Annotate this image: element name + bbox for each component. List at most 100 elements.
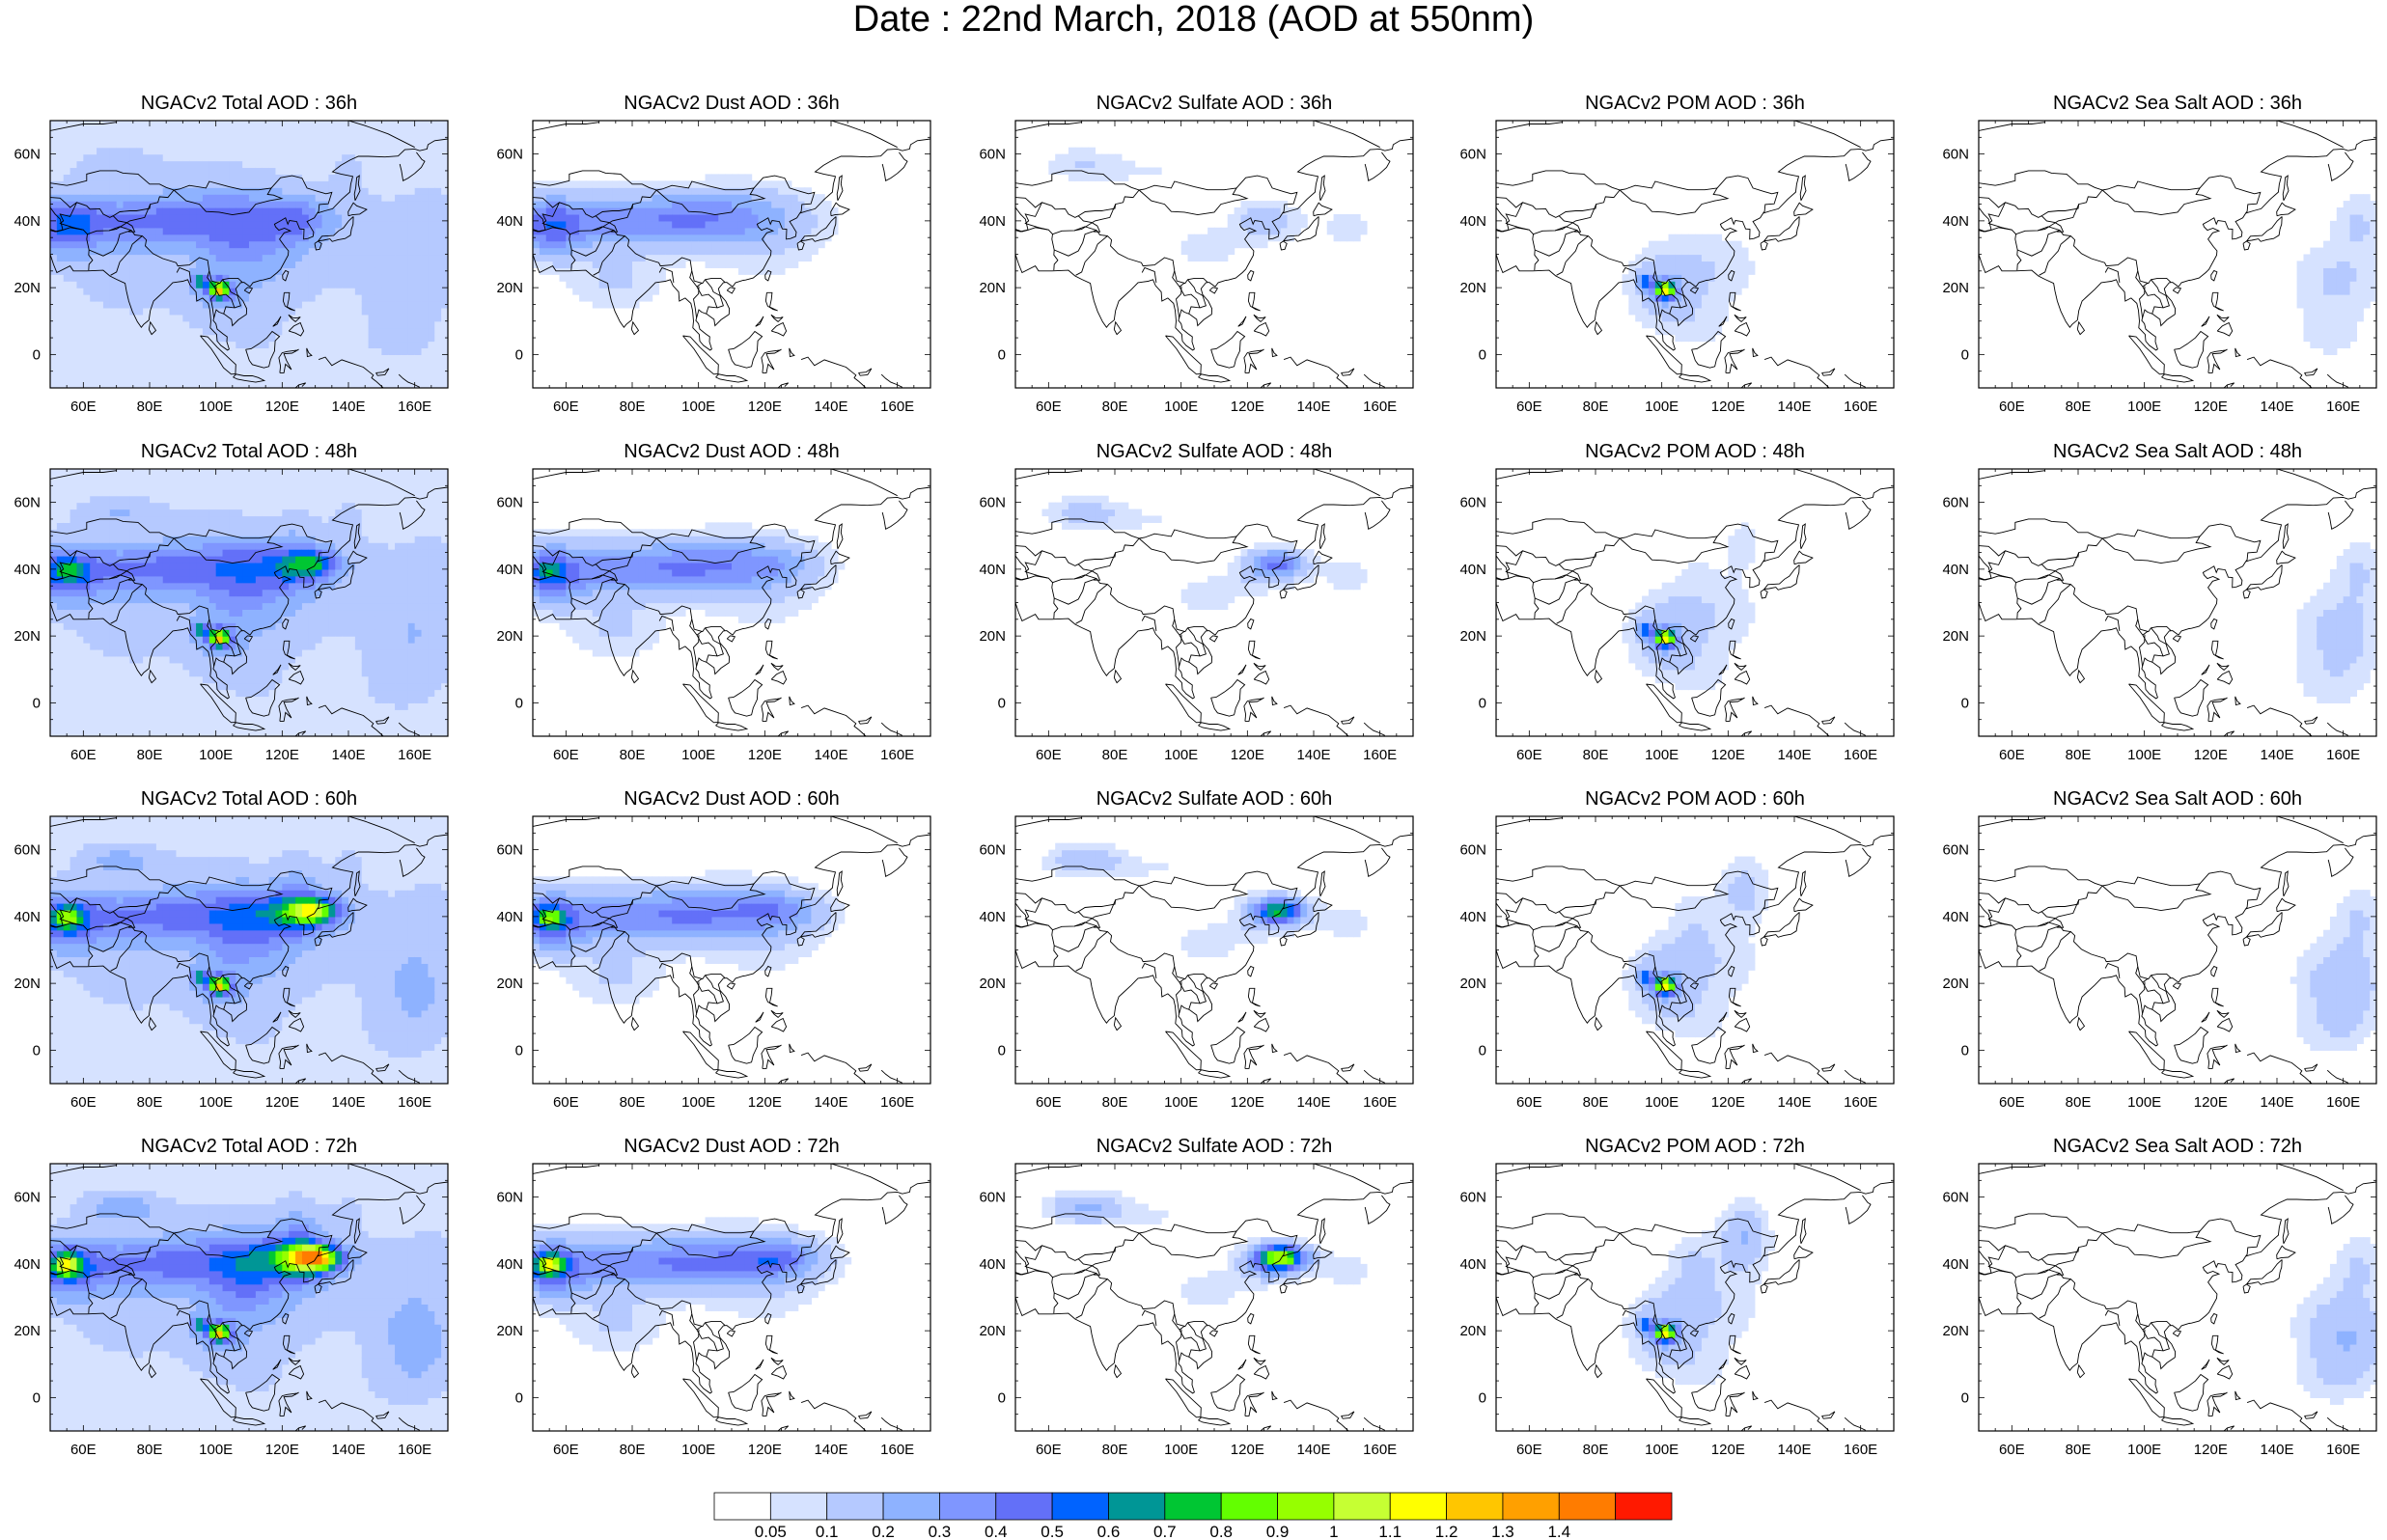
lat-tick-label: 40N bbox=[1459, 562, 1486, 578]
lat-tick-label: 60N bbox=[1942, 495, 1969, 511]
figure-title: Date : 22nd March, 2018 (AOD at 550nm) bbox=[852, 0, 1535, 40]
coastlines bbox=[1979, 816, 2376, 1084]
colorbar-swatch bbox=[1333, 1492, 1391, 1521]
lon-tick-label: 140E bbox=[331, 1094, 365, 1111]
coastlines bbox=[50, 121, 448, 388]
lat-tick-label: 20N bbox=[14, 280, 41, 296]
lon-tick-label: 120E bbox=[1231, 747, 1264, 763]
panel-title: NGACv2 Sulfate AOD : 36h bbox=[1096, 93, 1333, 114]
lon-tick-label: 120E bbox=[1711, 747, 1745, 763]
lat-tick-label: 20N bbox=[14, 976, 41, 992]
panel-title: NGACv2 Total AOD : 48h bbox=[141, 441, 357, 462]
lon-tick-label: 160E bbox=[2326, 399, 2360, 415]
lat-tick-label: 0 bbox=[33, 1042, 41, 1059]
panel-title: NGACv2 POM AOD : 36h bbox=[1585, 93, 1805, 114]
colorbar-label: 1 bbox=[1329, 1523, 1338, 1540]
lon-tick-label: 140E bbox=[331, 399, 365, 415]
lon-tick-label: 100E bbox=[2127, 1094, 2161, 1111]
panel-title: NGACv2 Sulfate AOD : 72h bbox=[1096, 1136, 1333, 1157]
lon-tick-label: 60E bbox=[70, 747, 97, 763]
panel-title: NGACv2 Sulfate AOD : 48h bbox=[1096, 441, 1333, 462]
lat-tick-label: 40N bbox=[1942, 213, 1969, 230]
aod-field bbox=[1622, 856, 1769, 1038]
map-panel: NGACv2 Sulfate AOD : 60h 60E 80E 100E 120E 14… bbox=[979, 788, 1414, 1111]
lon-tick-label: 160E bbox=[398, 1442, 431, 1458]
lat-tick-label: 60N bbox=[496, 147, 523, 163]
lon-tick-label: 120E bbox=[1231, 399, 1264, 415]
map-panel: NGACv2 Sulfate AOD : 72h 60E 80E 100E 120E 14… bbox=[979, 1136, 1414, 1458]
map-panel: NGACv2 Sulfate AOD : 48h 60E 80E 100E 120E 14… bbox=[979, 441, 1414, 763]
lon-tick-label: 80E bbox=[1102, 1442, 1128, 1458]
lat-tick-label: 20N bbox=[979, 976, 1006, 992]
lon-tick-label: 120E bbox=[1231, 1094, 1264, 1111]
lat-tick-label: 20N bbox=[1459, 1323, 1486, 1339]
lat-tick-label: 60N bbox=[1459, 147, 1486, 163]
colorbar-swatch bbox=[1389, 1492, 1447, 1521]
coastlines bbox=[1979, 1164, 2376, 1431]
colorbar-swatch bbox=[1051, 1492, 1109, 1521]
colorbar-label: 0.4 bbox=[985, 1523, 1008, 1540]
colorbar-label: 0.7 bbox=[1153, 1523, 1177, 1540]
colorbar-label: 0.05 bbox=[755, 1523, 787, 1540]
lon-tick-label: 120E bbox=[748, 747, 782, 763]
colorbar-swatch bbox=[1615, 1492, 1673, 1521]
lat-tick-label: 20N bbox=[14, 1323, 41, 1339]
lat-tick-label: 60N bbox=[14, 1190, 41, 1206]
aod-field bbox=[533, 174, 839, 309]
lon-tick-label: 60E bbox=[553, 1094, 579, 1111]
map-panel: NGACv2 Sea Salt AOD : 48h 60E 80E 100E 120E 1… bbox=[1942, 441, 2377, 763]
lon-tick-label: 60E bbox=[1516, 1094, 1542, 1111]
lon-tick-label: 60E bbox=[1516, 747, 1542, 763]
lon-tick-label: 80E bbox=[620, 399, 646, 415]
lat-tick-label: 40N bbox=[979, 562, 1006, 578]
lat-tick-label: 20N bbox=[1459, 628, 1486, 645]
coastlines bbox=[50, 469, 448, 736]
lat-tick-label: 0 bbox=[998, 1389, 1006, 1406]
panel-title: NGACv2 Dust AOD : 36h bbox=[624, 93, 839, 114]
lon-tick-label: 60E bbox=[1036, 399, 1062, 415]
lat-tick-label: 60N bbox=[1459, 1190, 1486, 1206]
lon-tick-label: 160E bbox=[1844, 1094, 1877, 1111]
lat-tick-label: 40N bbox=[1942, 1256, 1969, 1273]
lon-tick-label: 160E bbox=[880, 1094, 914, 1111]
colorbar-label: 0.9 bbox=[1266, 1523, 1290, 1540]
lat-tick-label: 40N bbox=[1942, 562, 1969, 578]
lat-tick-label: 60N bbox=[14, 842, 41, 859]
lon-tick-label: 160E bbox=[1363, 1442, 1397, 1458]
map-panel: NGACv2 Sea Salt AOD : 60h 60E 80E 100E 120E 1… bbox=[1942, 788, 2377, 1111]
lat-tick-label: 40N bbox=[1459, 1256, 1486, 1273]
coastlines bbox=[1979, 469, 2376, 736]
colorbar-label: 1.1 bbox=[1378, 1523, 1402, 1540]
lon-tick-label: 80E bbox=[137, 1442, 163, 1458]
lon-tick-label: 80E bbox=[620, 1442, 646, 1458]
aod-field bbox=[2296, 542, 2376, 703]
panel-title: NGACv2 POM AOD : 48h bbox=[1585, 441, 1805, 462]
map-panel: NGACv2 Dust AOD : 48h 60E 80E 100E 120E 140E 1… bbox=[496, 441, 931, 763]
lon-tick-label: 60E bbox=[1999, 1442, 2025, 1458]
lon-tick-label: 120E bbox=[748, 1442, 782, 1458]
lon-tick-label: 60E bbox=[1516, 399, 1542, 415]
lon-tick-label: 120E bbox=[265, 1094, 299, 1111]
lon-tick-label: 120E bbox=[1231, 1442, 1264, 1458]
lon-tick-label: 100E bbox=[199, 747, 233, 763]
lat-tick-label: 20N bbox=[14, 628, 41, 645]
lon-tick-label: 120E bbox=[748, 1094, 782, 1111]
panel-title: NGACv2 Sulfate AOD : 60h bbox=[1096, 788, 1333, 810]
lat-tick-label: 60N bbox=[979, 147, 1006, 163]
lat-tick-label: 0 bbox=[33, 695, 41, 711]
lon-tick-label: 100E bbox=[1645, 1094, 1679, 1111]
map-panel: NGACv2 Dust AOD : 60h 60E 80E 100E 120E 140E 1… bbox=[496, 788, 931, 1111]
lon-tick-label: 80E bbox=[1583, 1094, 1609, 1111]
aod-field bbox=[50, 121, 448, 388]
lon-tick-label: 160E bbox=[880, 399, 914, 415]
panel-title: NGACv2 POM AOD : 72h bbox=[1585, 1136, 1805, 1157]
lon-tick-label: 80E bbox=[1102, 399, 1128, 415]
lon-tick-label: 160E bbox=[880, 747, 914, 763]
colorbar-swatch bbox=[1558, 1492, 1617, 1521]
lon-tick-label: 60E bbox=[1036, 747, 1062, 763]
panel-title: NGACv2 Dust AOD : 60h bbox=[624, 788, 839, 810]
lat-tick-label: 40N bbox=[496, 213, 523, 230]
colorbar-label: 1.3 bbox=[1491, 1523, 1514, 1540]
